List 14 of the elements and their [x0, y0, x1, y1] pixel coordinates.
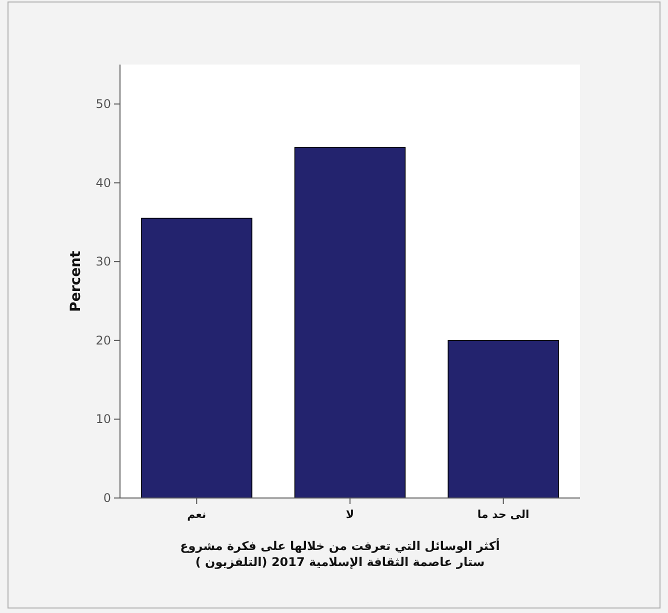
- bar: [141, 218, 252, 498]
- y-axis-title: Percent: [68, 250, 84, 312]
- x-tick-label: نعم: [187, 508, 206, 521]
- bar: [294, 146, 406, 498]
- x-axis-title: أكثر الوسائل التي تعرفت من خلالها على فكرة مشروع ستار عاصمة الثقافة الإسلامية 2017 (التلفزيون ): [179, 538, 501, 570]
- y-tick-label: 30: [96, 254, 111, 269]
- y-tick-label: 10: [96, 412, 111, 426]
- y-tick-label: 20: [96, 333, 111, 348]
- x-tick-label: الى حد ما: [477, 508, 530, 521]
- y-tick-label: 0: [103, 491, 111, 505]
- y-tick-label: 40: [96, 176, 111, 190]
- x-tick-label: لا: [346, 508, 354, 521]
- y-tick-label: 50: [96, 97, 111, 111]
- bar: [448, 340, 559, 498]
